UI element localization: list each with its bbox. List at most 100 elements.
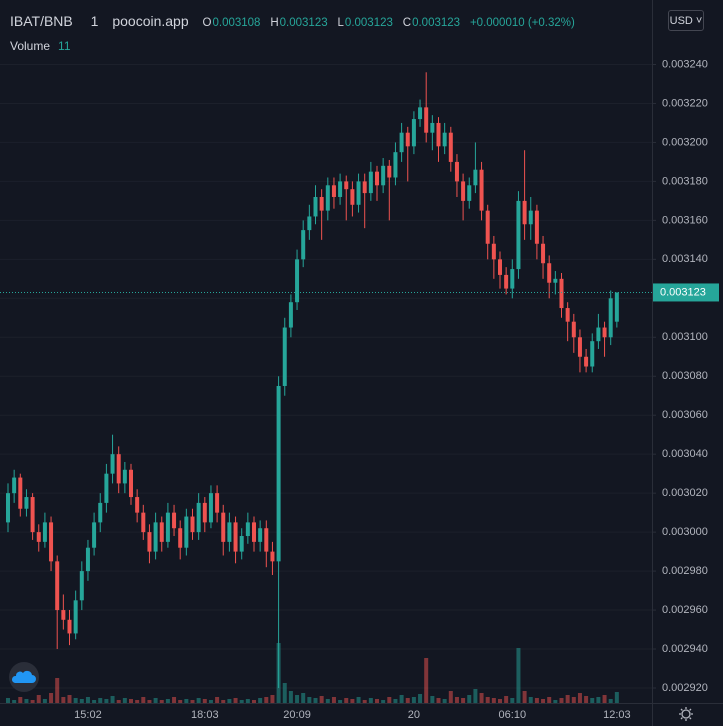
volume-bar (116, 700, 121, 703)
volume-bar (368, 698, 373, 703)
candle-body (36, 532, 41, 542)
candle-body (129, 469, 133, 498)
volume-bar (448, 691, 453, 703)
candle-body (215, 493, 220, 513)
volume-legend: Volume 11 (10, 39, 71, 53)
volume-bar (245, 699, 250, 703)
volume-bar (24, 699, 29, 703)
volume-bar (196, 698, 201, 703)
volume-bar (104, 699, 109, 703)
candle-body (141, 512, 146, 533)
y-tick-label: 0.003000 (662, 526, 708, 538)
volume-bar (288, 691, 293, 703)
volume-bar (153, 698, 158, 703)
ohlc-value: 0.003123 (412, 17, 461, 29)
volume-bar (55, 678, 60, 703)
volume-bar (184, 699, 189, 703)
candle-body (227, 522, 232, 542)
settings-icon[interactable] (679, 707, 693, 721)
candle-body (571, 321, 576, 338)
candle-body (522, 200, 527, 225)
candle-body (282, 327, 287, 386)
volume-bar (18, 697, 23, 703)
candle-body (190, 516, 195, 533)
currency-button[interactable]: USD ˅ (668, 10, 704, 31)
x-tick-label: 20 (408, 709, 420, 721)
ohlc-value: 0.003123 (344, 17, 393, 29)
candle-body (350, 189, 355, 205)
volume-bar (553, 700, 558, 703)
candle-body (325, 185, 330, 211)
candle-body (239, 536, 244, 552)
volume-bar (172, 697, 177, 703)
candle-body (6, 493, 10, 523)
candle-body (288, 302, 293, 328)
candle-body (61, 610, 66, 620)
last-price-tag (652, 283, 719, 302)
volume-bar (522, 691, 527, 703)
volume-bar (399, 695, 404, 703)
y-tick-label: 0.003040 (662, 448, 708, 460)
candle-body (196, 502, 201, 533)
volume-bar (498, 699, 502, 703)
currency: USD (669, 15, 693, 27)
candle-body (258, 528, 263, 542)
y-tick-label: 0.003160 (662, 214, 708, 226)
candle-body (467, 185, 472, 201)
candle-body (405, 132, 410, 147)
volume-bar (67, 695, 72, 703)
volume-bar (233, 698, 238, 703)
y-tick-label: 0.002940 (662, 643, 708, 655)
candle-body (319, 196, 324, 211)
volume-bar (430, 696, 435, 703)
ohlc-label: H (270, 17, 279, 29)
candle-body (98, 502, 103, 523)
volume-bar (479, 693, 484, 703)
candle-body (276, 385, 281, 562)
candle-body (411, 119, 416, 147)
volume-bar (178, 700, 183, 703)
volume-value: 11 (58, 39, 71, 53)
candle-body (79, 571, 84, 601)
volume-label: Volume (10, 39, 51, 53)
y-tick-label: 0.003240 (662, 58, 708, 70)
volume-bar (375, 699, 379, 703)
candle-body (104, 473, 109, 503)
volume-bar (301, 693, 306, 703)
volume-bar (418, 694, 423, 703)
candle-body (399, 132, 404, 153)
volume-bar (270, 695, 275, 703)
volume-bar (577, 693, 582, 703)
volume-bar (608, 699, 613, 703)
candle-body (116, 454, 121, 484)
volume-bar (467, 695, 472, 703)
volume-bar (282, 683, 287, 703)
candle-body (252, 522, 256, 542)
volume-bar (541, 699, 546, 703)
volume-bar (227, 699, 232, 703)
volume-bar (454, 697, 459, 703)
volume-bar (356, 697, 361, 703)
candle-body (528, 210, 533, 225)
candle-body (153, 522, 158, 552)
ohlc-value: 0.003123 (279, 17, 328, 29)
candle-body (172, 512, 177, 529)
volume-bar (141, 697, 146, 703)
candle-body (221, 512, 226, 542)
candle-body (344, 181, 349, 190)
y-tick-label: 0.003080 (662, 370, 708, 382)
volume-bar (424, 658, 429, 703)
candle-body (498, 259, 502, 275)
volume-bar (528, 697, 533, 703)
x-tick-label: 12:03 (603, 709, 631, 721)
volume-bar (36, 695, 41, 703)
volume-bar (85, 697, 90, 703)
candle-body (553, 278, 558, 283)
candle-body (67, 619, 72, 634)
candle-body (565, 308, 570, 322)
volume-bar (442, 699, 447, 703)
candle-body (85, 547, 90, 572)
candle-body (375, 171, 379, 186)
candle-body (442, 132, 447, 147)
candle-body (368, 171, 373, 194)
